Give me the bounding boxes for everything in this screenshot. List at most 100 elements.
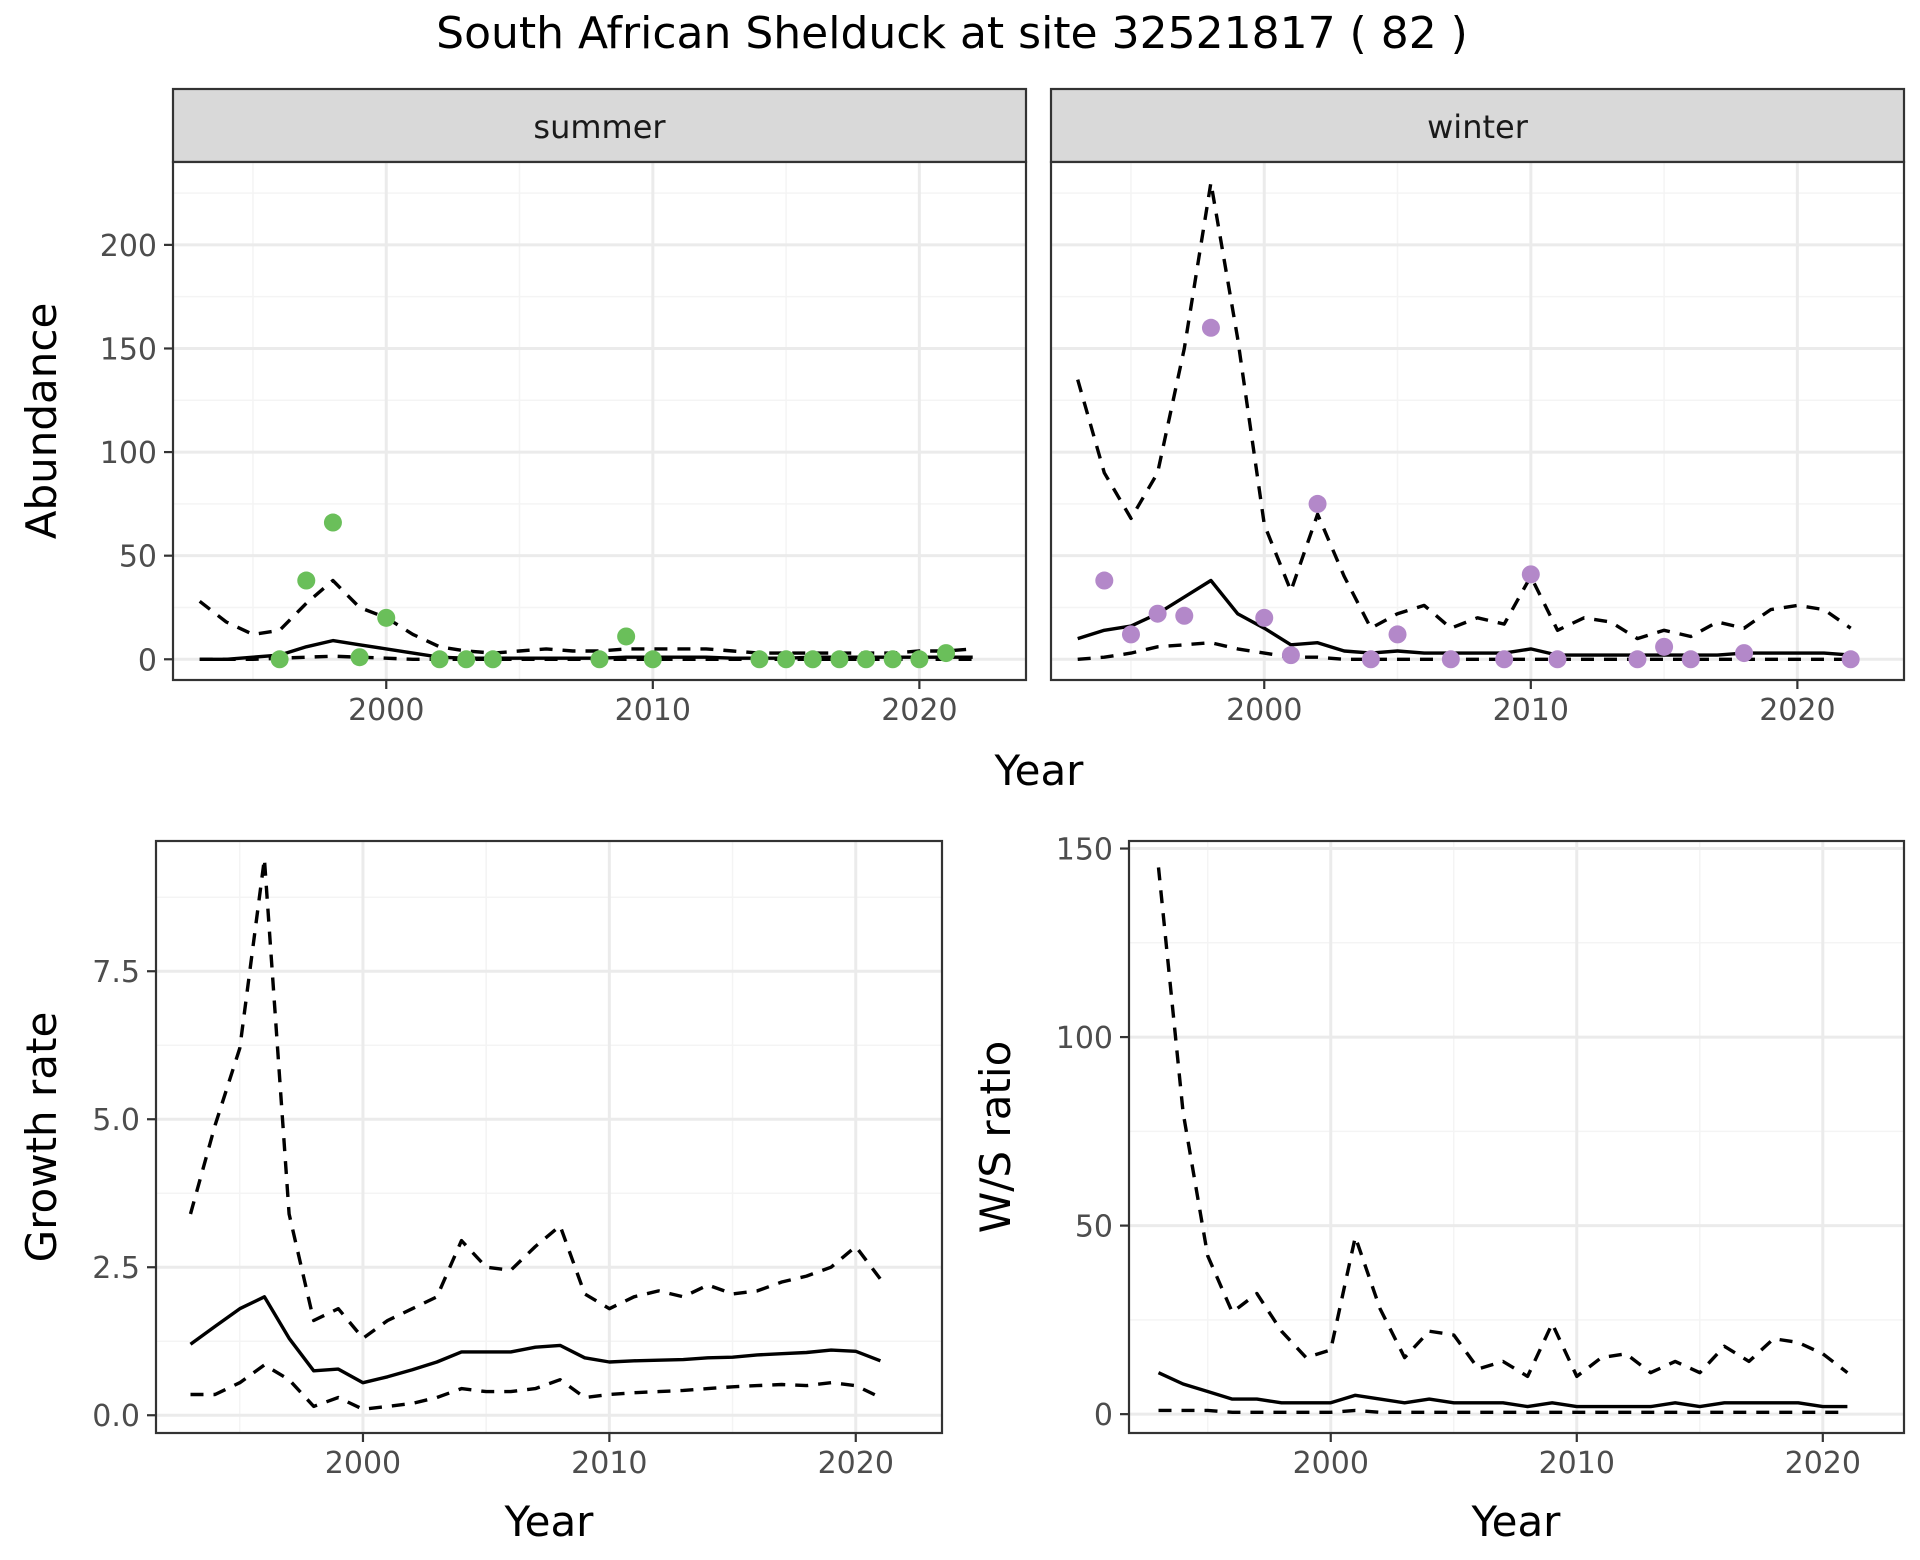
- estimate-line: [1077, 578, 1851, 657]
- y-tick-label: 2.5: [92, 1251, 140, 1286]
- y-axis-title-ratio: W/S ratio: [971, 1041, 1020, 1234]
- panel-background: [173, 162, 1026, 680]
- x-axis-ratio: 2000 2010 2020: [1293, 1433, 1861, 1481]
- observed-count-point: [1201, 318, 1220, 337]
- observed-count-point: [457, 650, 476, 669]
- plot-area-winter: [1049, 160, 1906, 682]
- x-axis-winter: 2000 2010 2020: [1226, 680, 1836, 728]
- observed-count-point: [1361, 650, 1380, 669]
- plot-area-ratio: [1127, 839, 1906, 1435]
- estimate-line: [189, 1295, 882, 1385]
- figure-title: South African Shelduck at site 32521817 …: [436, 8, 1468, 59]
- panel-growth-rate: 0.0 2.5 5.0 7.5 2000 2010 2020 Growth rate Ye…: [17, 839, 944, 1546]
- observed-count-point: [777, 650, 796, 669]
- observed-count-point: [1628, 650, 1647, 669]
- observed-count-point: [1655, 637, 1674, 656]
- observed-count-point: [323, 513, 342, 532]
- observed-count-point: [643, 650, 662, 669]
- observed-count-point: [1175, 606, 1194, 625]
- estimate-line: [1157, 1371, 1848, 1409]
- x-tick-label: 2010: [571, 1446, 647, 1481]
- observed-count-point: [830, 650, 849, 669]
- observed-count-point: [1681, 650, 1700, 669]
- observed-count-point: [1735, 644, 1754, 663]
- observed-count-point: [857, 650, 876, 669]
- observed-count-point: [297, 571, 316, 590]
- y-tick-label: 100: [1056, 1021, 1113, 1056]
- x-axis-summer: 2000 2010 2020: [348, 680, 958, 728]
- y-tick-label: 0: [138, 643, 157, 678]
- confidence-bound-line: [1156, 867, 1849, 1379]
- x-tick-label: 2000: [348, 693, 424, 728]
- x-tick-label: 2010: [1539, 1446, 1615, 1481]
- y-tick-label: 150: [1056, 833, 1113, 868]
- y-tick-label: 0: [1094, 1398, 1113, 1433]
- y-tick-label: 200: [100, 229, 157, 264]
- observed-count-point: [1148, 604, 1167, 623]
- lines-growth: [188, 857, 882, 1412]
- panel-background: [1051, 162, 1904, 680]
- observed-count-point: [483, 650, 502, 669]
- confidence-bound-line: [188, 857, 882, 1341]
- y-axis-title-summer: Abundance: [17, 303, 66, 540]
- observed-count-point: [1548, 650, 1567, 669]
- observed-count-point: [750, 650, 769, 669]
- observed-count-point: [1095, 571, 1114, 590]
- facet-strip-summer: [171, 87, 1028, 164]
- y-axis-summer: 0 50 100 150 200: [100, 229, 173, 678]
- plot-area-growth: [154, 839, 944, 1435]
- x-axis-title-top: Year: [994, 746, 1085, 795]
- x-tick-label: 2020: [1785, 1446, 1861, 1481]
- lines-ratio: [1156, 867, 1849, 1415]
- observed-count-point: [1521, 565, 1540, 584]
- x-tick-label: 2020: [1759, 693, 1835, 728]
- y-tick-label: 100: [100, 436, 157, 471]
- grid-ratio: [1129, 841, 1904, 1433]
- x-tick-label: 2020: [818, 1446, 894, 1481]
- observed-count-point: [1121, 625, 1140, 644]
- points-summer: [270, 513, 956, 669]
- observed-count-point: [1281, 646, 1300, 665]
- panel-summer: summer 0 50 100 150 200 2000 2010 2020 Abundan…: [17, 87, 1028, 728]
- y-tick-label: 5.0: [92, 1103, 140, 1138]
- y-tick-label: 50: [1075, 1210, 1113, 1245]
- observed-count-point: [590, 650, 609, 669]
- observed-count-point: [617, 627, 636, 646]
- points-winter: [1095, 318, 1860, 669]
- y-tick-label: 7.5: [92, 955, 140, 990]
- x-tick-label: 2010: [1493, 693, 1569, 728]
- observed-count-point: [937, 644, 956, 663]
- x-axis-growth: 2000 2010 2020: [325, 1433, 894, 1481]
- facet-label-winter: winter: [1427, 108, 1529, 146]
- y-axis-ratio: 0 50 100 150: [1056, 833, 1129, 1433]
- grid-winter: [1051, 162, 1904, 680]
- y-tick-label: 50: [119, 540, 157, 575]
- observed-count-point: [1441, 650, 1460, 669]
- observed-count-point: [377, 608, 396, 627]
- observed-count-point: [803, 650, 822, 669]
- plot-area-summer: [171, 160, 1028, 682]
- panel-background: [156, 841, 942, 1433]
- x-tick-label: 2010: [615, 693, 691, 728]
- observed-count-point: [430, 650, 449, 669]
- x-tick-label: 2000: [1226, 693, 1302, 728]
- x-axis-title-growth: Year: [504, 1497, 595, 1546]
- observed-count-point: [1255, 608, 1274, 627]
- observed-count-point: [350, 648, 369, 667]
- facet-label-summer: summer: [533, 108, 666, 146]
- x-tick-label: 2020: [881, 693, 957, 728]
- confidence-bound-line: [190, 1363, 882, 1412]
- x-tick-label: 2000: [1293, 1446, 1369, 1481]
- y-tick-label: 0.0: [92, 1399, 140, 1434]
- confidence-bound-line: [1077, 641, 1851, 661]
- y-axis-growth: 0.0 2.5 5.0 7.5: [92, 955, 156, 1434]
- observed-count-point: [1495, 650, 1514, 669]
- observed-count-point: [270, 650, 289, 669]
- observed-count-point: [1308, 494, 1327, 513]
- observed-count-point: [1841, 650, 1860, 669]
- y-tick-label: 150: [100, 332, 157, 367]
- confidence-bound-line: [1076, 180, 1852, 641]
- observed-count-point: [1388, 625, 1407, 644]
- panel-background: [1129, 841, 1904, 1433]
